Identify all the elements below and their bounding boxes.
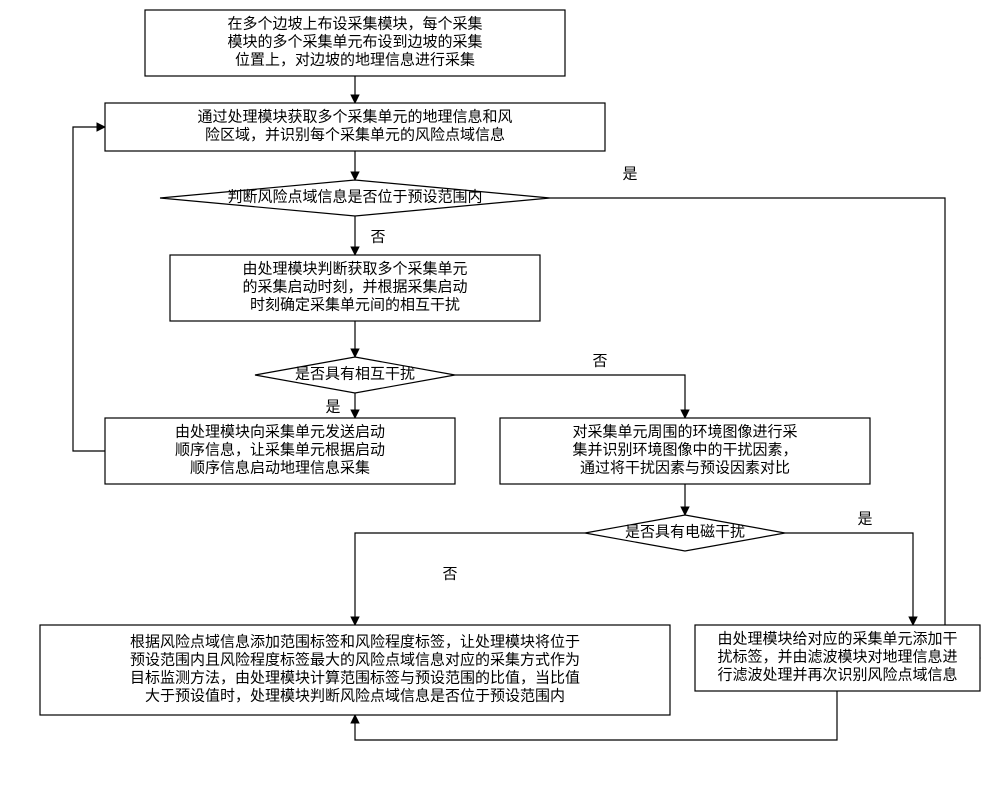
svg-text:大于预设值时，处理模块判断风险点域信息是否位于预设范围内: 大于预设值时，处理模块判断风险点域信息是否位于预设范围内 [145,687,565,704]
edge-e_d3_no [355,533,585,625]
edge-label-e_d2_n5: 否 [592,353,607,369]
svg-text:通过将干扰因素与预设因素对比: 通过将干扰因素与预设因素对比 [580,459,790,476]
svg-text:集并识别环境图像中的干扰因素，: 集并识别环境图像中的干扰因素， [572,440,797,458]
svg-text:顺序信息启动地理信息采集: 顺序信息启动地理信息采集 [190,459,370,476]
svg-text:时刻确定采集单元间的相互干扰: 时刻确定采集单元间的相互干扰 [250,296,460,313]
svg-text:是否具有电磁干扰: 是否具有电磁干扰 [625,523,745,540]
node-n6: 根据风险点域信息添加范围标签和风险程度标签，让处理模块将位于预设范围内且风险程度… [40,625,670,715]
svg-text:根据风险点域信息添加范围标签和风险程度标签，让处理模块将位于: 根据风险点域信息添加范围标签和风险程度标签，让处理模块将位于 [130,633,580,650]
edge-label-e_d1_n3: 否 [370,229,385,245]
node-n7: 由处理模块给对应的采集单元添加干扰标签，并由滤波模块对地理信息进行滤波处理并再次… [695,625,980,691]
svg-text:险区域，并识别每个采集单元的风险点域信息: 险区域，并识别每个采集单元的风险点域信息 [205,126,505,143]
svg-text:位置上，对边坡的地理信息进行采集: 位置上，对边坡的地理信息进行采集 [235,51,475,68]
svg-text:的采集启动时刻，并根据采集启动: 的采集启动时刻，并根据采集启动 [242,278,467,295]
flowchart-canvas: 否是是否是否 在多个边坡上布设采集模块，每个采集模块的多个采集单元布设到边坡的采… [0,0,1000,790]
svg-text:是否具有相互干扰: 是否具有相互干扰 [295,365,415,382]
node-n2: 通过处理模块获取多个采集单元的地理信息和风险区域，并识别每个采集单元的风险点域信… [105,103,605,151]
svg-text:通过处理模块获取多个采集单元的地理信息和风: 通过处理模块获取多个采集单元的地理信息和风 [197,108,512,125]
svg-text:行滤波处理并再次识别风险点域信息: 行滤波处理并再次识别风险点域信息 [717,666,957,683]
nodes-layer: 在多个边坡上布设采集模块，每个采集模块的多个采集单元布设到边坡的采集位置上，对边… [40,10,980,715]
edge-label-e_d3_yes: 是 [857,511,872,527]
svg-text:目标监测方法，由处理模块计算范围标签与预设范围的比值，当比值: 目标监测方法，由处理模块计算范围标签与预设范围的比值，当比值 [130,668,580,686]
svg-text:预设范围内且风险程度标签最大的风险点域信息对应的采集方式作为: 预设范围内且风险程度标签最大的风险点域信息对应的采集方式作为 [130,650,580,668]
svg-text:模块的多个采集单元布设到边坡的采集: 模块的多个采集单元布设到边坡的采集 [227,33,482,50]
node-d3: 是否具有电磁干扰 [585,515,785,551]
node-d2: 是否具有相互干扰 [255,357,455,393]
svg-text:由处理模块给对应的采集单元添加干: 由处理模块给对应的采集单元添加干 [717,629,957,647]
node-n5: 对采集单元周围的环境图像进行采集并识别环境图像中的干扰因素，通过将干扰因素与预设… [500,418,870,484]
edge-label-e_d3_no: 否 [442,566,457,582]
edge-label-e_d2_n4: 是 [325,399,340,415]
svg-text:由处理模块向采集单元发送启动: 由处理模块向采集单元发送启动 [175,423,385,440]
node-d1: 判断风险点域信息是否位于预设范围内 [160,180,550,216]
svg-text:由处理模块判断获取多个采集单元: 由处理模块判断获取多个采集单元 [242,260,467,277]
edge-label-e_d1_yes: 是 [622,166,637,182]
svg-text:顺序信息，让采集单元根据启动: 顺序信息，让采集单元根据启动 [175,441,385,458]
edge-e_d2_n5 [455,375,685,418]
edge-e_n4_n2 [73,127,105,451]
edge-e_d3_yes [785,533,913,625]
node-n1: 在多个边坡上布设采集模块，每个采集模块的多个采集单元布设到边坡的采集位置上，对边… [145,10,565,76]
node-n3: 由处理模块判断获取多个采集单元的采集启动时刻，并根据采集启动时刻确定采集单元间的… [170,255,540,321]
svg-text:扰标签，并由滤波模块对地理信息进: 扰标签，并由滤波模块对地理信息进 [717,648,957,665]
svg-text:对采集单元周围的环境图像进行采: 对采集单元周围的环境图像进行采 [572,422,797,440]
node-n4: 由处理模块向采集单元发送启动顺序信息，让采集单元根据启动顺序信息启动地理信息采集 [105,418,455,484]
svg-text:判断风险点域信息是否位于预设范围内: 判断风险点域信息是否位于预设范围内 [227,188,482,205]
svg-text:在多个边坡上布设采集模块，每个采集: 在多个边坡上布设采集模块，每个采集 [227,15,482,32]
